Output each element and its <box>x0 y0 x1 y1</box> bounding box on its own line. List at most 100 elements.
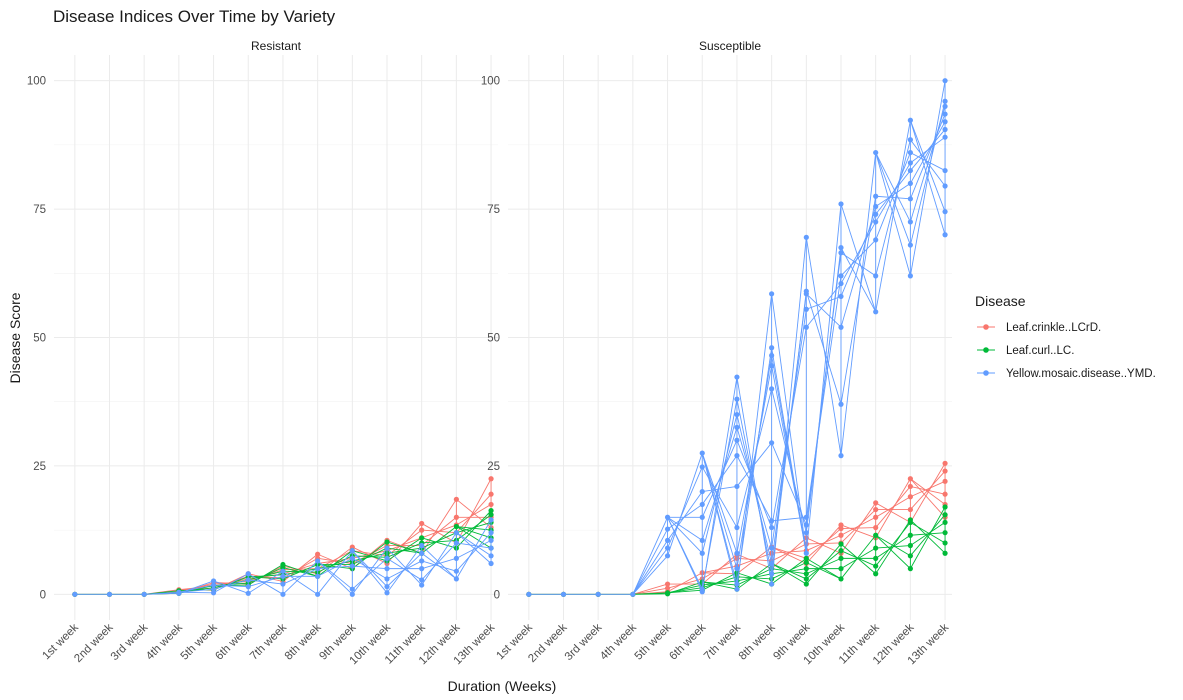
series-line <box>771 347 807 554</box>
data-point <box>803 234 809 240</box>
data-point <box>769 571 775 577</box>
series-line <box>248 575 284 588</box>
series-line <box>178 588 214 593</box>
legend-title: Disease <box>975 293 1026 309</box>
series-line <box>282 560 318 595</box>
data-point <box>280 568 286 574</box>
y-tick-label: 75 <box>33 204 46 216</box>
data-point <box>419 527 425 533</box>
data-point <box>803 581 809 587</box>
data-point <box>664 514 671 520</box>
data-point <box>419 542 425 549</box>
series-line <box>840 152 877 456</box>
data-point <box>315 591 321 597</box>
data-point <box>280 561 286 568</box>
data-point <box>176 589 182 595</box>
data-point <box>803 550 809 556</box>
series-line <box>632 547 668 595</box>
legend-label: Leaf.curl..LC. <box>1006 345 1074 357</box>
data-point <box>907 494 913 500</box>
series-line <box>806 542 842 545</box>
legend-label: Yellow.mosaic.disease..YMD. <box>1006 368 1156 380</box>
data-point <box>873 532 879 538</box>
series-line <box>456 532 492 564</box>
series-line <box>317 565 353 570</box>
series-line <box>840 196 877 405</box>
data-point <box>664 526 671 532</box>
series-line <box>456 510 492 549</box>
data-point <box>907 542 913 549</box>
data-point <box>838 532 844 538</box>
series-line <box>282 570 318 595</box>
data-point <box>873 273 879 279</box>
series-line <box>736 388 773 528</box>
series-line <box>667 572 703 593</box>
data-point <box>769 386 775 392</box>
series-line <box>667 504 703 530</box>
series-line <box>840 543 876 575</box>
series-line <box>875 534 911 557</box>
series-line <box>632 528 668 595</box>
data-point <box>210 582 217 588</box>
data-point <box>942 550 948 556</box>
series-line <box>805 543 842 585</box>
series-line <box>875 120 911 312</box>
series-line <box>701 455 738 505</box>
data-point <box>838 566 844 572</box>
x-tick-label: 4th week <box>598 621 639 662</box>
x-tick-label: 5th week <box>633 621 674 662</box>
data-point <box>769 291 775 297</box>
data-point <box>734 483 740 490</box>
data-point <box>769 545 775 551</box>
series-line <box>875 478 911 539</box>
series-line <box>736 553 772 570</box>
data-point <box>664 553 671 559</box>
data-point <box>419 566 425 572</box>
data-point <box>907 506 913 513</box>
series-line <box>667 466 703 549</box>
data-point <box>907 167 913 174</box>
data-point <box>803 306 809 312</box>
series-line <box>840 247 877 313</box>
data-point <box>141 591 147 597</box>
series-line <box>736 573 772 582</box>
x-tick-label: 4th week <box>144 621 185 662</box>
series-line <box>909 121 946 184</box>
y-tick-label: 25 <box>33 461 46 473</box>
data-point <box>699 514 705 520</box>
data-point <box>873 309 879 315</box>
data-point <box>453 514 459 520</box>
data-point <box>769 440 775 446</box>
data-point <box>769 518 775 524</box>
series-line <box>632 587 668 595</box>
series-line <box>736 347 773 585</box>
legend: Disease Leaf.crinkle..LCrD. Leaf.curl..LC… <box>975 293 1156 380</box>
series-yellow-mosaic-disease-ymd-resistant <box>72 517 494 597</box>
data-point <box>664 537 671 543</box>
data-point <box>803 514 809 520</box>
series-line <box>317 560 353 595</box>
x-tick-label: 7th week <box>248 621 289 662</box>
series-line <box>736 442 772 487</box>
data-point <box>210 586 217 592</box>
series-line <box>875 152 911 276</box>
data-point <box>907 160 913 166</box>
data-point <box>245 571 251 577</box>
series-line <box>736 355 773 569</box>
series-line <box>701 399 738 590</box>
data-point <box>734 374 740 380</box>
series-line <box>456 504 492 526</box>
data-point <box>664 590 671 596</box>
series-line <box>875 496 911 518</box>
series-line <box>910 478 946 518</box>
series-line <box>910 486 946 495</box>
data-point <box>907 517 913 523</box>
data-point <box>384 576 390 582</box>
series-line <box>806 557 842 580</box>
series-line <box>771 546 807 559</box>
data-point <box>453 576 459 582</box>
data-point <box>315 551 321 557</box>
data-point <box>453 540 459 546</box>
series-line <box>805 275 842 518</box>
data-point <box>942 512 948 518</box>
